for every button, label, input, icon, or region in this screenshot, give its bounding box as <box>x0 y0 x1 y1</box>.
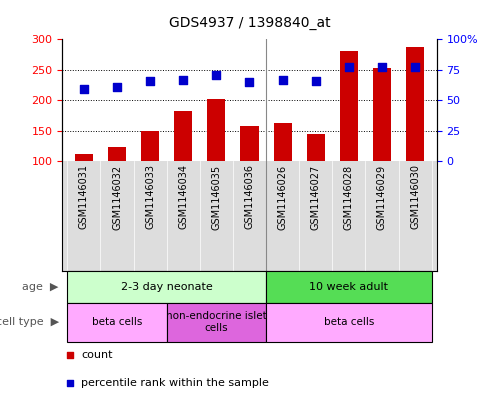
Text: GSM1146026: GSM1146026 <box>277 164 287 230</box>
Text: beta cells: beta cells <box>324 317 374 327</box>
Bar <box>75 154 93 161</box>
Text: GSM1146035: GSM1146035 <box>212 164 222 230</box>
Text: age  ▶: age ▶ <box>22 282 59 292</box>
Bar <box>406 47 424 161</box>
Bar <box>141 130 159 161</box>
Text: 2-3 day neonate: 2-3 day neonate <box>121 282 213 292</box>
Bar <box>67 271 266 303</box>
Point <box>113 84 121 90</box>
Point <box>411 64 419 70</box>
Bar <box>340 51 358 161</box>
Text: GDS4937 / 1398840_at: GDS4937 / 1398840_at <box>169 16 330 30</box>
Point <box>312 78 320 84</box>
Text: 10 week adult: 10 week adult <box>309 282 388 292</box>
Bar <box>241 126 258 161</box>
Text: GSM1146033: GSM1146033 <box>145 164 155 230</box>
Text: GSM1146029: GSM1146029 <box>377 164 387 230</box>
Point <box>146 78 154 84</box>
Point <box>278 77 286 83</box>
Text: GSM1146032: GSM1146032 <box>112 164 122 230</box>
Text: beta cells: beta cells <box>92 317 142 327</box>
Point <box>179 77 187 83</box>
Bar <box>266 271 432 303</box>
Text: non-endocrine islet
cells: non-endocrine islet cells <box>166 312 267 333</box>
Bar <box>273 123 292 161</box>
Bar <box>373 68 391 161</box>
Point <box>313 272 321 278</box>
Text: GSM1146028: GSM1146028 <box>344 164 354 230</box>
Text: percentile rank within the sample: percentile rank within the sample <box>81 378 269 388</box>
Text: GSM1146031: GSM1146031 <box>79 164 89 230</box>
Text: GSM1146034: GSM1146034 <box>178 164 188 230</box>
Point <box>313 16 321 22</box>
Point <box>213 72 221 78</box>
Bar <box>266 303 432 342</box>
Text: cell type  ▶: cell type ▶ <box>0 317 59 327</box>
Bar <box>67 303 167 342</box>
Point <box>80 86 88 92</box>
Point <box>378 64 386 70</box>
Bar <box>108 147 126 161</box>
Text: GSM1146036: GSM1146036 <box>245 164 254 230</box>
Point <box>246 79 253 85</box>
Bar <box>306 134 325 161</box>
Point <box>345 64 353 70</box>
Bar <box>174 110 193 161</box>
Bar <box>207 99 226 161</box>
Bar <box>167 303 266 342</box>
Text: GSM1146030: GSM1146030 <box>410 164 420 230</box>
Text: count: count <box>81 350 113 360</box>
Text: GSM1146027: GSM1146027 <box>311 164 321 230</box>
